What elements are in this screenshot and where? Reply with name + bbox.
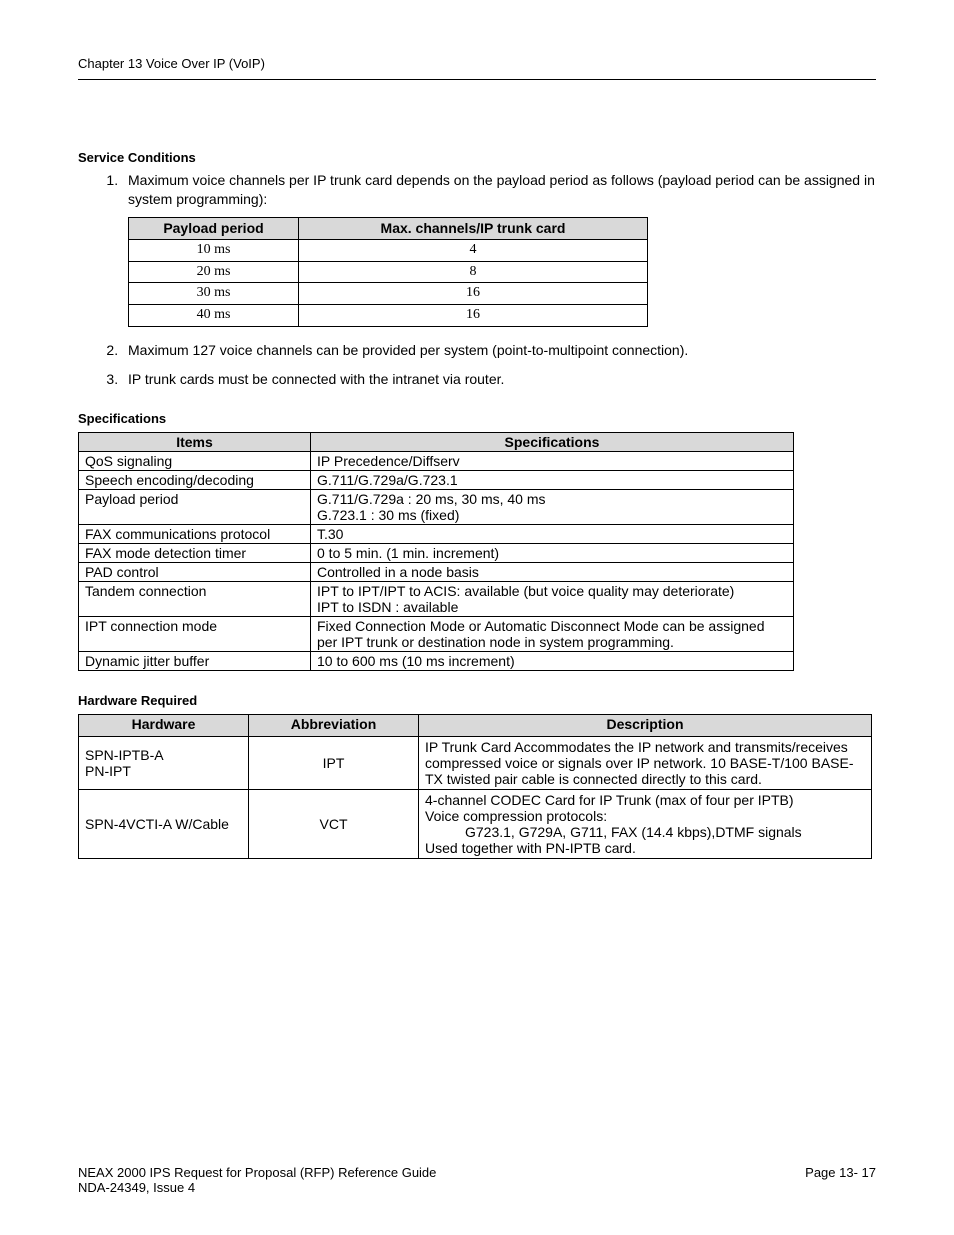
condition-text-3: IP trunk cards must be connected with th… xyxy=(128,371,504,387)
cell: IP Precedence/Diffserv xyxy=(311,452,794,471)
cell: SPN-4VCTI-A W/Cable xyxy=(79,790,249,859)
condition-item-2: Maximum 127 voice channels can be provid… xyxy=(122,341,876,360)
table-row: FAX mode detection timer0 to 5 min. (1 m… xyxy=(79,544,794,563)
cell: Dynamic jitter buffer xyxy=(79,652,311,671)
payload-table: Payload period Max. channels/IP trunk ca… xyxy=(128,217,648,327)
table-row: Speech encoding/decodingG.711/G.729a/G.7… xyxy=(79,471,794,490)
cell: IPT to IPT/IPT to ACIS: available (but v… xyxy=(311,582,794,617)
cell: Tandem connection xyxy=(79,582,311,617)
section-title-specs: Specifications xyxy=(78,411,876,426)
cell: 0 to 5 min. (1 min. increment) xyxy=(311,544,794,563)
cell: 10 to 600 ms (10 ms increment) xyxy=(311,652,794,671)
cell: T.30 xyxy=(311,525,794,544)
hardware-table: Hardware Abbreviation Description SPN-IP… xyxy=(78,714,872,859)
table-row: 10 ms4 xyxy=(129,239,648,261)
cell: QoS signaling xyxy=(79,452,311,471)
cell: IP Trunk Card Accommodates the IP networ… xyxy=(419,737,872,790)
table-row: QoS signalingIP Precedence/Diffserv xyxy=(79,452,794,471)
col-header: Hardware xyxy=(79,715,249,737)
table-row: Tandem connectionIPT to IPT/IPT to ACIS:… xyxy=(79,582,794,617)
col-header: Payload period xyxy=(129,217,299,239)
page-number: Page 13- 17 xyxy=(805,1165,876,1180)
cell: 4-channel CODEC Card for IP Trunk (max o… xyxy=(419,790,872,859)
page-header: Chapter 13 Voice Over IP (VoIP) xyxy=(78,56,876,80)
cell: 20 ms xyxy=(129,261,299,283)
cell: Payload period xyxy=(79,490,311,525)
cell: Speech encoding/decoding xyxy=(79,471,311,490)
footer-doc: NDA-24349, Issue 4 xyxy=(78,1180,195,1195)
cell: PAD control xyxy=(79,563,311,582)
table-header-row: Payload period Max. channels/IP trunk ca… xyxy=(129,217,648,239)
desc-line-indent: G723.1, G729A, G711, FAX (14.4 kbps),DTM… xyxy=(425,824,865,840)
desc-line: Voice compression protocols: xyxy=(425,808,607,824)
condition-item-3: IP trunk cards must be connected with th… xyxy=(122,370,876,389)
table-row: Payload periodG.711/G.729a : 20 ms, 30 m… xyxy=(79,490,794,525)
cell: 16 xyxy=(299,283,648,305)
table-row: 20 ms8 xyxy=(129,261,648,283)
cell: G.711/G.729a : 20 ms, 30 ms, 40 msG.723.… xyxy=(311,490,794,525)
table-header-row: Items Specifications xyxy=(79,433,794,452)
col-header: Max. channels/IP trunk card xyxy=(299,217,648,239)
chapter-title: Chapter 13 Voice Over IP (VoIP) xyxy=(78,56,265,71)
page-footer: NEAX 2000 IPS Request for Proposal (RFP)… xyxy=(78,1165,876,1195)
cell: 10 ms xyxy=(129,239,299,261)
cell: 30 ms xyxy=(129,283,299,305)
table-row: Dynamic jitter buffer10 to 600 ms (10 ms… xyxy=(79,652,794,671)
cell: SPN-IPTB-APN-IPT xyxy=(79,737,249,790)
cell: FAX mode detection timer xyxy=(79,544,311,563)
table-row: SPN-4VCTI-A W/Cable VCT 4-channel CODEC … xyxy=(79,790,872,859)
specs-table: Items Specifications QoS signalingIP Pre… xyxy=(78,432,794,671)
cell: 40 ms xyxy=(129,305,299,327)
col-header: Specifications xyxy=(311,433,794,452)
col-header: Abbreviation xyxy=(249,715,419,737)
cell: VCT xyxy=(249,790,419,859)
table-header-row: Hardware Abbreviation Description xyxy=(79,715,872,737)
table-row: IPT connection modeFixed Connection Mode… xyxy=(79,617,794,652)
cell: G.711/G.729a/G.723.1 xyxy=(311,471,794,490)
table-row: 40 ms16 xyxy=(129,305,648,327)
cell: Controlled in a node basis xyxy=(311,563,794,582)
cell: FAX communications protocol xyxy=(79,525,311,544)
cell: 16 xyxy=(299,305,648,327)
conditions-list: Maximum voice channels per IP trunk card… xyxy=(78,171,876,389)
col-header: Description xyxy=(419,715,872,737)
section-title-conditions: Service Conditions xyxy=(78,150,876,165)
cell: 8 xyxy=(299,261,648,283)
table-row: FAX communications protocolT.30 xyxy=(79,525,794,544)
section-title-hw: Hardware Required xyxy=(78,693,876,708)
table-row: SPN-IPTB-APN-IPT IPT IP Trunk Card Accom… xyxy=(79,737,872,790)
condition-text-2: Maximum 127 voice channels can be provid… xyxy=(128,342,688,358)
condition-text-1: Maximum voice channels per IP trunk card… xyxy=(128,172,875,207)
condition-item-1: Maximum voice channels per IP trunk card… xyxy=(122,171,876,327)
col-header: Items xyxy=(79,433,311,452)
table-row: 30 ms16 xyxy=(129,283,648,305)
desc-line: Used together with PN-IPTB card. xyxy=(425,840,636,856)
cell: 4 xyxy=(299,239,648,261)
desc-line: 4-channel CODEC Card for IP Trunk (max o… xyxy=(425,792,794,808)
footer-title: NEAX 2000 IPS Request for Proposal (RFP)… xyxy=(78,1165,436,1180)
cell: Fixed Connection Mode or Automatic Disco… xyxy=(311,617,794,652)
cell: IPT xyxy=(249,737,419,790)
table-row: PAD controlControlled in a node basis xyxy=(79,563,794,582)
cell: IPT connection mode xyxy=(79,617,311,652)
